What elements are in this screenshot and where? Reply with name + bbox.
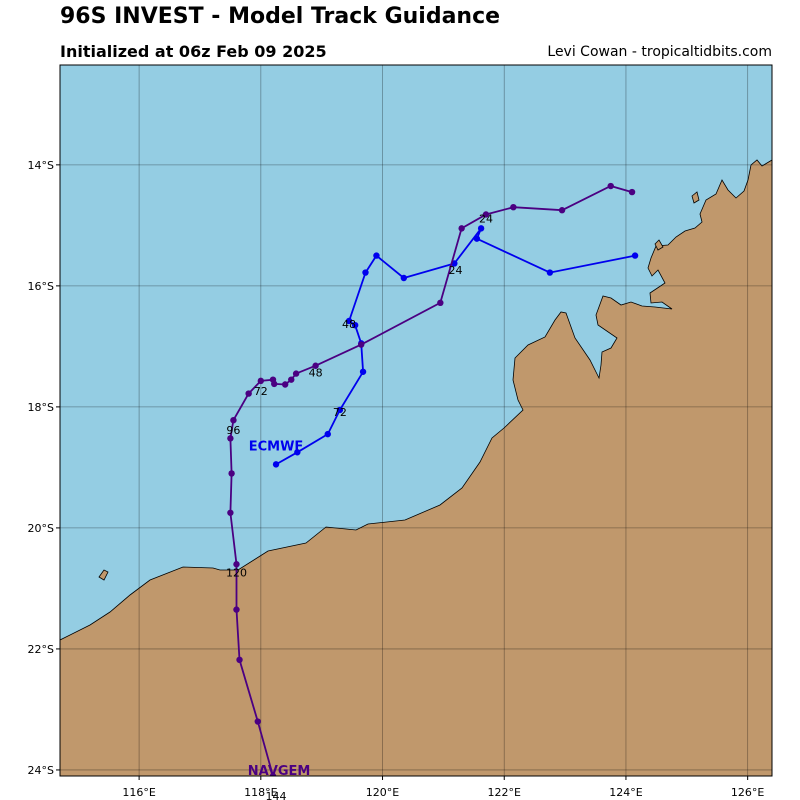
- navgem-track-point: [236, 656, 243, 664]
- ecmwf-track-point: [336, 406, 344, 414]
- navgem-track-point: [558, 207, 566, 214]
- navgem-track-point: [269, 772, 277, 776]
- ecmwf-track-point: [359, 368, 367, 375]
- navgem-track-point: [230, 416, 237, 424]
- ecmwf-track-point: [272, 461, 280, 468]
- navgem-track-point: [227, 435, 234, 442]
- lon-tick-label: 122°E: [488, 786, 521, 799]
- lat-tick-label: 22°S: [28, 643, 54, 656]
- navgem-track-point: [233, 561, 240, 568]
- navgem-track-point: [281, 381, 289, 388]
- ecmwf-forecast-hour-label: 48: [342, 318, 356, 331]
- navgem-forecast-hour-label: 72: [254, 385, 268, 398]
- ecmwf-track-point: [473, 235, 481, 242]
- lon-tick-label: 124°E: [609, 786, 642, 799]
- ecmwf-track-line: [275, 227, 636, 466]
- init-time-subtitle: Initialized at 06z Feb 09 2025: [60, 42, 327, 61]
- lon-tick-label: 120°E: [366, 786, 399, 799]
- lat-tick-label: 24°S: [28, 764, 54, 777]
- navgem-forecast-hour-label: 120: [226, 566, 247, 579]
- lon-tick-label: 116°E: [122, 786, 155, 799]
- ecmwf-track-point: [546, 269, 554, 276]
- navgem-track-point: [482, 211, 490, 218]
- ecmwf-track-point: [400, 274, 408, 282]
- ecmwf-track-point: [351, 321, 359, 329]
- lat-tick-label: 18°S: [28, 401, 54, 414]
- ecmwf-forecast-hour-label: 24: [449, 264, 463, 277]
- lat-tick-label: 16°S: [28, 280, 54, 293]
- navgem-model-label: NAVGEM: [248, 764, 311, 779]
- lon-tick-label: 118°E: [244, 786, 277, 799]
- navgem-forecast-hour-label: 96: [226, 424, 240, 437]
- navgem-track-point: [510, 204, 517, 211]
- lat-tick-label: 14°S: [28, 159, 54, 172]
- navgem-track-point: [245, 390, 252, 397]
- navgem-track-point: [312, 362, 319, 369]
- source-credit: Levi Cowan - tropicaltidbits.com: [547, 44, 772, 60]
- island: [98, 569, 109, 581]
- ecmwf-track-point: [362, 269, 369, 276]
- island: [654, 239, 664, 251]
- navgem-track-point: [269, 376, 277, 383]
- ecmwf-track-point: [324, 430, 331, 438]
- navgem-track-point: [254, 718, 261, 725]
- navgem-track-point: [607, 182, 614, 190]
- ecmwf-model-label: ECMWF: [249, 439, 304, 454]
- ecmwf-track-point: [373, 252, 380, 259]
- navgem-track-point: [228, 470, 235, 477]
- navgem-track-point: [437, 299, 444, 307]
- navgem-track-point: [292, 370, 300, 377]
- navgem-track-point: [628, 188, 636, 196]
- navgem-forecast-hour-label: 48: [309, 367, 323, 380]
- navgem-forecast-hour-label: 24: [479, 212, 493, 225]
- lat-tick-label: 20°S: [28, 522, 54, 535]
- ecmwf-track-point: [477, 225, 485, 232]
- map-frame: [59, 64, 773, 777]
- navgem-track-point: [233, 606, 240, 613]
- navgem-track-point: [358, 341, 365, 348]
- navgem-track-point: [257, 377, 265, 385]
- ecmwf-forecast-hour-label: 72: [333, 406, 347, 419]
- island: [691, 191, 700, 204]
- navgem-forecast-hour-label: 144: [266, 790, 287, 800]
- lon-tick-label: 126°E: [731, 786, 764, 799]
- navgem-track-point: [288, 376, 295, 383]
- map-title: 96S INVEST - Model Track Guidance: [60, 4, 501, 29]
- navgem-track-point: [227, 509, 234, 516]
- ecmwf-track-point: [294, 449, 301, 456]
- ecmwf-track-point: [345, 317, 353, 325]
- ecmwf-track-point: [631, 252, 639, 259]
- navgem-track-point: [458, 225, 465, 232]
